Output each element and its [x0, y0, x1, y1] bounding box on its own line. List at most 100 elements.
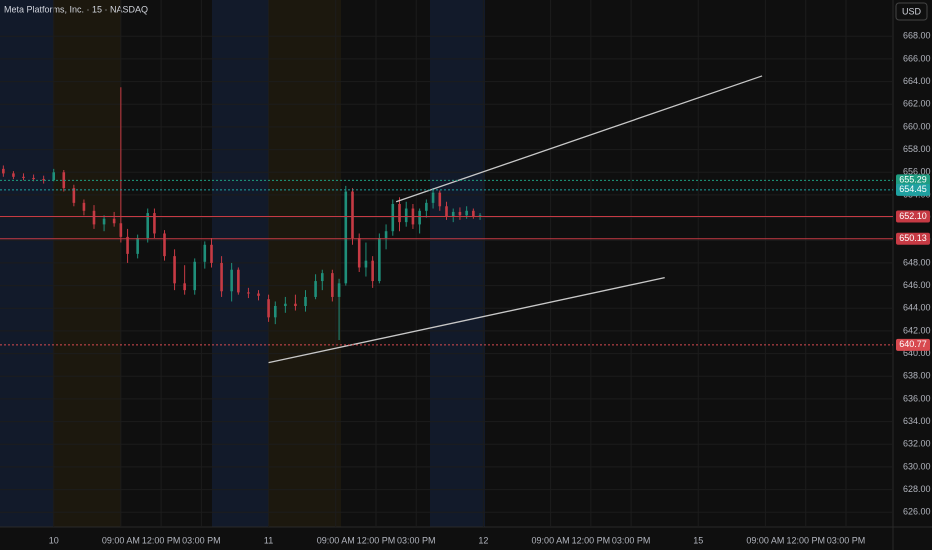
y-tick-label: 646.00	[903, 280, 931, 290]
price-label: 655.29	[899, 175, 927, 185]
candle-body	[478, 215, 482, 217]
x-tick-label: 09:00 AM	[317, 535, 355, 545]
candle-body	[183, 283, 186, 291]
currency[interactable]: USD	[902, 6, 922, 16]
candle-body	[92, 210, 96, 225]
band	[430, 0, 485, 527]
candle-body	[344, 191, 348, 284]
candle-body	[210, 244, 213, 263]
x-tick-label: 12:00 PM	[357, 535, 396, 545]
band	[53, 0, 121, 527]
x-tick-label: 03:00 PM	[827, 535, 866, 545]
x-tick-label: 09:00 AM	[746, 535, 784, 545]
candle-body	[357, 238, 361, 268]
price-label-box	[896, 183, 930, 196]
candle-body	[465, 210, 468, 216]
candle-body	[404, 208, 408, 223]
y-tick-label: 656.00	[903, 167, 931, 177]
candle-body	[22, 176, 25, 178]
y-tick-label: 644.00	[903, 303, 931, 313]
chart-title: Meta Platforms, Inc. · 15 · NASDAQ	[4, 4, 148, 14]
candle-body	[62, 172, 66, 189]
y-tick-label: 632.00	[903, 439, 931, 449]
candle-body	[418, 210, 421, 225]
band	[0, 0, 53, 527]
candle-body	[273, 306, 277, 318]
candle-body	[146, 213, 150, 238]
candle-body	[12, 173, 15, 177]
candle-body	[314, 281, 317, 297]
price-label: 640.77	[899, 339, 927, 349]
x-tick-label: 12:00 PM	[572, 535, 611, 545]
candle-body	[173, 256, 176, 284]
x-tick-label: 03:00 PM	[182, 535, 221, 545]
candle-body	[32, 177, 35, 180]
candle-body	[304, 296, 307, 306]
candle-body	[320, 273, 324, 282]
y-tick-label: 648.00	[903, 257, 931, 267]
price-label-box	[896, 210, 930, 223]
candle-body	[193, 261, 197, 291]
x-tick-label: 03:00 PM	[397, 535, 436, 545]
x-tick-label: 03:00 PM	[612, 535, 651, 545]
x-tick-label: 12:00 PM	[786, 535, 825, 545]
candle-body	[378, 238, 381, 282]
candle-body	[52, 172, 56, 181]
candle-body	[451, 211, 455, 217]
candle-body	[119, 223, 123, 237]
price-label: 650.13	[899, 233, 927, 243]
candle-body	[284, 303, 287, 306]
candle-body	[220, 262, 223, 292]
candle-body	[112, 218, 116, 224]
candle-body	[371, 260, 374, 282]
price-label: 652.10	[899, 211, 927, 221]
x-tick-label: 15	[693, 535, 703, 545]
candle-body	[203, 244, 207, 262]
x-tick-label: 12	[478, 535, 488, 545]
candle-body	[294, 303, 297, 306]
trend-line	[268, 277, 665, 364]
candle-body	[431, 192, 435, 203]
x-tick-label: 10	[49, 535, 59, 545]
candle-body	[267, 299, 270, 318]
candle-body	[458, 211, 462, 216]
session-bands	[0, 0, 485, 527]
candle-body	[237, 269, 240, 293]
x-tick-label: 09:00 AM	[102, 535, 140, 545]
y-tick-label: 658.00	[903, 144, 931, 154]
candle-body	[364, 260, 368, 268]
candle-body	[438, 192, 442, 207]
price-label-box	[896, 232, 930, 245]
price-label-box	[896, 338, 930, 351]
y-tick-label: 662.00	[903, 99, 931, 109]
y-tick-label: 666.00	[903, 53, 931, 63]
candle-body	[331, 273, 334, 297]
y-tick-label: 668.00	[903, 31, 931, 41]
y-tick-label: 660.00	[903, 121, 931, 131]
currency-button[interactable]	[895, 2, 928, 21]
candle-body	[230, 269, 233, 292]
candle-body	[445, 206, 448, 217]
candle-body	[247, 292, 250, 294]
candle-body	[102, 218, 106, 225]
grid	[0, 0, 893, 527]
candle-body	[425, 202, 428, 211]
y-tick-label: 640.00	[903, 348, 931, 358]
candle-body	[398, 204, 401, 223]
candle-body	[391, 204, 395, 232]
candle-body	[2, 168, 5, 174]
y-tick-label: 630.00	[903, 461, 931, 471]
candle-body	[82, 202, 86, 211]
y-tick-label: 628.00	[903, 484, 931, 494]
candle-body	[72, 188, 76, 203]
candle-body	[257, 293, 260, 296]
x-tick-label: 11	[264, 535, 273, 545]
candle-body	[472, 210, 475, 217]
x-tick-label: 12:00 PM	[142, 535, 181, 545]
candle-body	[384, 231, 388, 238]
y-tick-label: 634.00	[903, 416, 931, 426]
y-tick-label: 636.00	[903, 393, 931, 403]
candle-body	[337, 283, 341, 297]
